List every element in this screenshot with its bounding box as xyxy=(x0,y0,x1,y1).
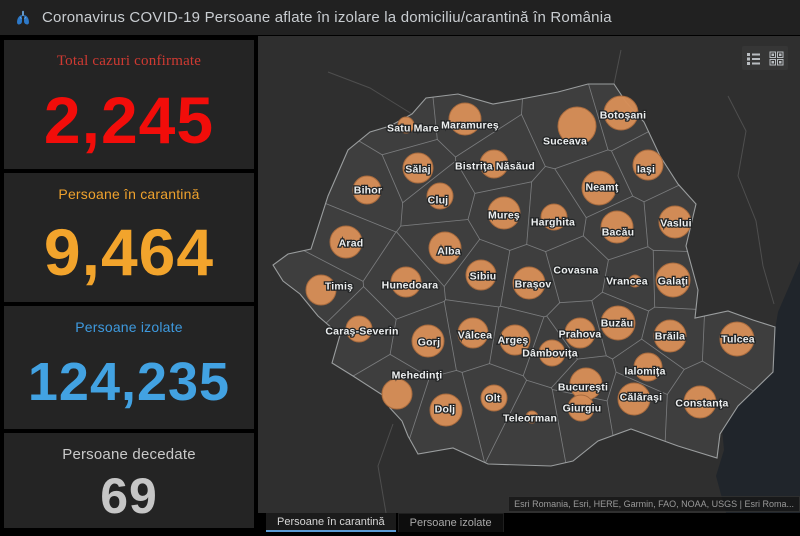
county-markers xyxy=(305,95,755,427)
header-bar: Coronavirus COVID-19 Persoane aflate în … xyxy=(0,0,800,36)
county-marker-bucure-ti[interactable] xyxy=(569,367,603,401)
basemap-grid-icon[interactable] xyxy=(769,51,784,66)
county-marker-arge-[interactable] xyxy=(499,324,531,356)
county-marker-olt[interactable] xyxy=(480,384,508,412)
county-marker-c-l-ra-i[interactable] xyxy=(617,382,651,416)
county-marker-maramure-[interactable] xyxy=(448,102,482,136)
county-marker-cara-severin[interactable] xyxy=(345,315,373,343)
stat-card-confirmed: Total cazuri confirmate 2,245 xyxy=(4,40,254,169)
county-marker-vaslui[interactable] xyxy=(658,205,692,239)
exterior-border xyxy=(377,423,394,513)
stat-label: Total cazuri confirmate xyxy=(56,53,202,69)
county-marker-suceava[interactable] xyxy=(557,106,597,146)
county-marker-constan-a[interactable] xyxy=(683,385,717,419)
stat-label: Persoane decedate xyxy=(62,446,196,463)
county-marker-br-ila[interactable] xyxy=(653,319,687,353)
county-marker-buz-u[interactable] xyxy=(600,305,636,341)
county-marker-satu-mare[interactable] xyxy=(397,116,415,134)
stat-value: 69 xyxy=(100,467,158,524)
county-marker-mehedin-i[interactable] xyxy=(381,378,413,410)
county-marker-mure-[interactable] xyxy=(487,196,521,230)
county-marker-cluj[interactable] xyxy=(426,182,454,210)
stat-label: Persoane izolate xyxy=(75,319,183,335)
county-marker-sibiu[interactable] xyxy=(465,259,497,291)
tab-persoane-izolate[interactable]: Persoane izolate xyxy=(397,513,504,532)
stat-value: 9,464 xyxy=(43,215,215,289)
county-marker-d-mbovi-a[interactable] xyxy=(538,339,566,367)
county-marker-prahova[interactable] xyxy=(564,317,596,349)
county-marker-gorj[interactable] xyxy=(411,324,445,358)
map-canvas[interactable]: Satu Mare Maramureş Suceava Botoşani Sălaj Bi… xyxy=(258,36,800,513)
county-marker-timi-[interactable] xyxy=(305,274,337,306)
exterior-border xyxy=(613,49,622,85)
county-marker-s-laj[interactable] xyxy=(402,152,434,184)
county-marker-ialomi-a[interactable] xyxy=(633,352,663,382)
county-marker-tulcea[interactable] xyxy=(719,321,755,357)
stat-label: Persoane în carantină xyxy=(58,186,200,202)
tab-persoane-in-carantina[interactable]: Persoane în carantină xyxy=(266,513,396,532)
map-tab-bar: Persoane în carantină Persoane izolate xyxy=(258,513,800,536)
county-marker-ia-i[interactable] xyxy=(632,149,664,181)
stats-sidebar: Total cazuri confirmate 2,245 Persoane î… xyxy=(0,36,258,536)
stat-card-deceased: Persoane decedate 69 xyxy=(4,433,254,528)
page-title: Coronavirus COVID-19 Persoane aflate în … xyxy=(42,9,612,26)
county-marker-bihor[interactable] xyxy=(352,175,382,205)
county-marker-v-lcea[interactable] xyxy=(457,317,489,349)
county-marker-vrancea[interactable] xyxy=(628,274,642,288)
map-toolbar xyxy=(742,46,788,70)
county-marker-harghita[interactable] xyxy=(540,203,568,231)
county-marker-teleorman[interactable] xyxy=(525,410,539,424)
lungs-icon xyxy=(17,10,29,25)
county-marker-bra-ov[interactable] xyxy=(512,266,546,300)
stat-value: 2,245 xyxy=(43,82,215,157)
stat-value: 124,235 xyxy=(27,352,231,412)
county-marker-neam-[interactable] xyxy=(581,170,617,206)
stat-card-isolated: Persoane izolate 124,235 xyxy=(4,306,254,429)
county-marker-dolj[interactable] xyxy=(429,393,463,427)
map-attribution: Esri Romania, Esri, HERE, Garmin, FAO, N… xyxy=(508,496,800,512)
county-marker-boto-ani[interactable] xyxy=(603,95,639,131)
county-marker-bistri-a-n-s-ud[interactable] xyxy=(479,149,509,179)
county-marker-alba[interactable] xyxy=(428,231,462,265)
county-marker-arad[interactable] xyxy=(329,225,363,259)
exterior-border xyxy=(727,95,775,305)
county-marker-bac-u[interactable] xyxy=(600,210,634,244)
county-marker-hunedoara[interactable] xyxy=(390,266,422,298)
county-marker-giurgiu[interactable] xyxy=(567,394,595,422)
exterior-border xyxy=(327,71,413,115)
legend-icon[interactable] xyxy=(746,51,761,66)
stat-card-quarantine: Persoane în carantină 9,464 xyxy=(4,173,254,302)
county-marker-gala-i[interactable] xyxy=(655,262,691,298)
